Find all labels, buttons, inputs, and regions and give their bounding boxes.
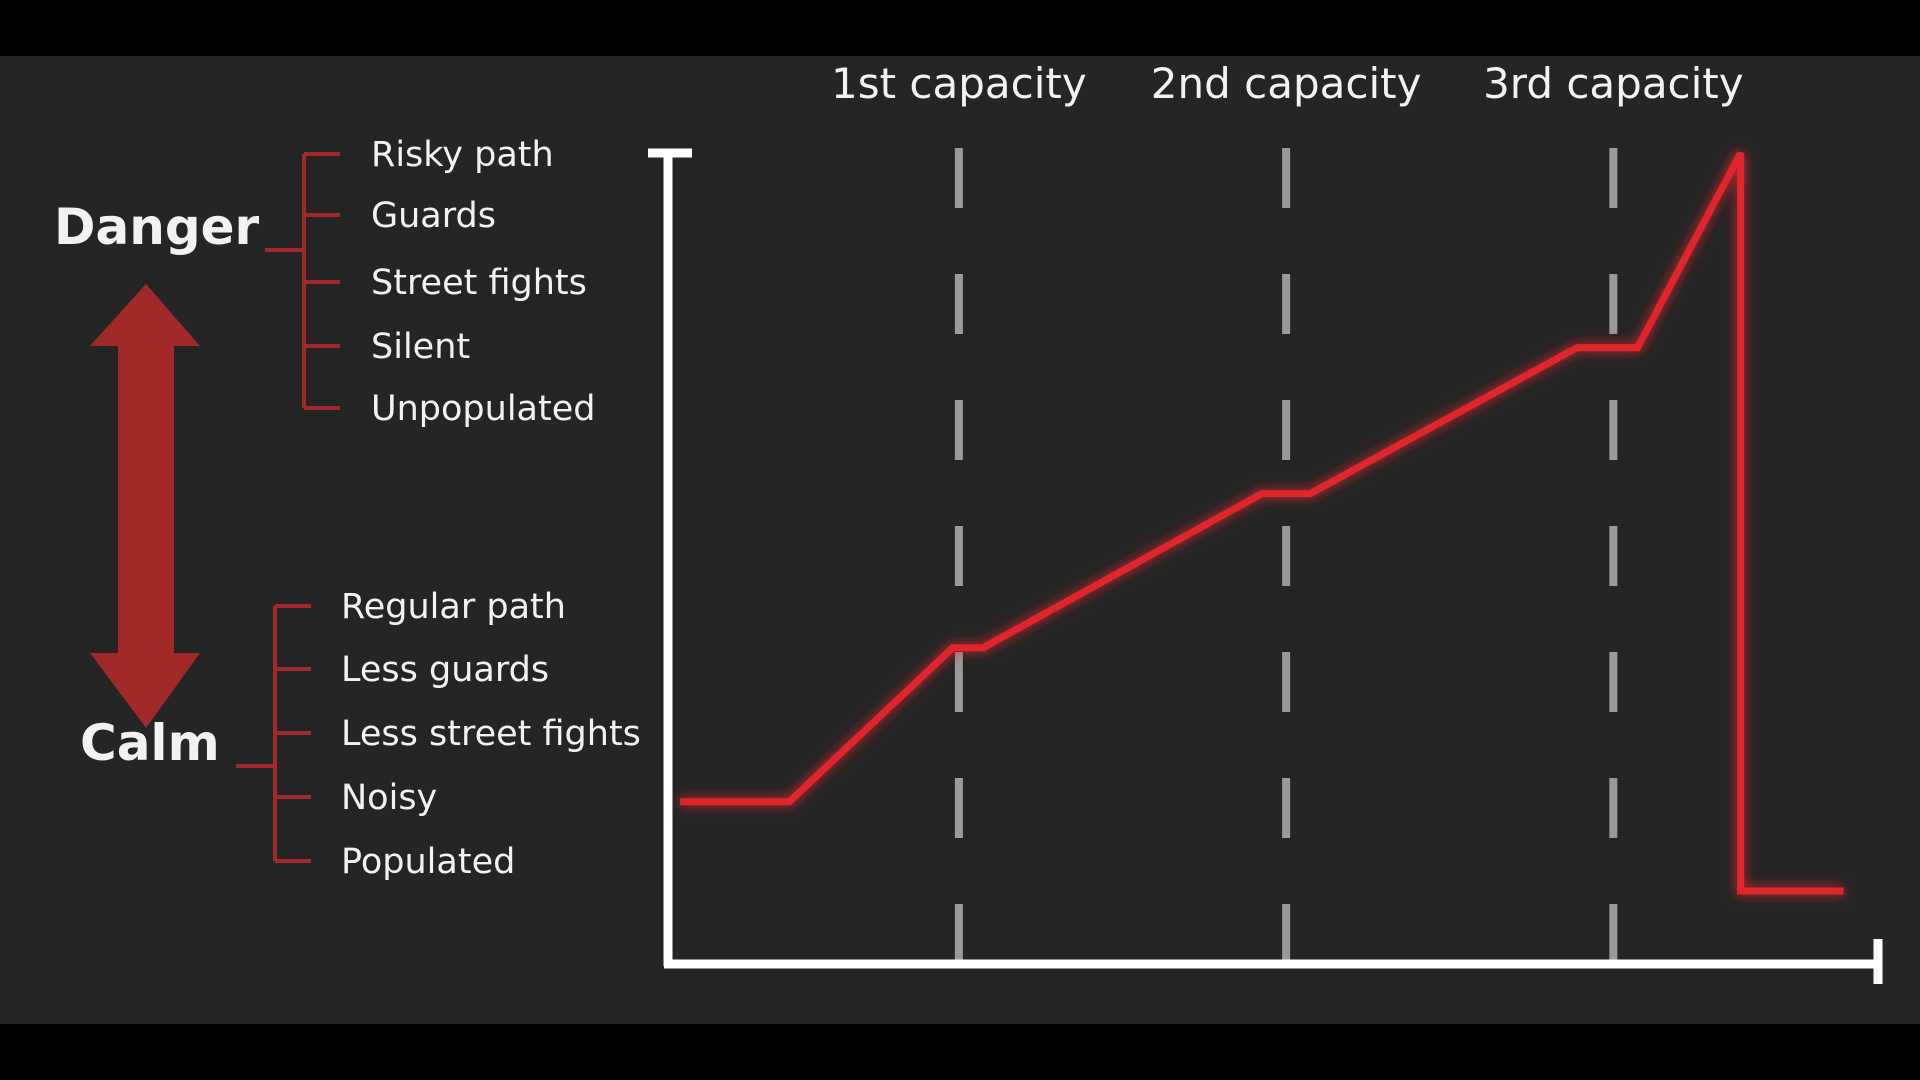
danger-item: Risky path (371, 135, 554, 175)
double-arrow-icon (90, 284, 200, 728)
calm-item: Regular path (341, 587, 566, 627)
capacity-label: 3rd capacity (1483, 59, 1744, 108)
calm-item: Populated (341, 842, 515, 882)
danger-item: Silent (371, 327, 470, 367)
danger-level-line (680, 151, 1844, 895)
axes (648, 148, 1883, 984)
slide: Danger Calm Risky path Guards Street fight… (0, 56, 1920, 1024)
calm-item: Less street fights (341, 714, 641, 754)
calm-item: Noisy (341, 778, 437, 818)
danger-item: Unpopulated (371, 389, 595, 429)
capacity-markers: 1st capacity 2nd capacity 3rd capacity (831, 59, 1744, 962)
danger-label: Danger (54, 198, 260, 256)
slide-canvas: Danger Calm Risky path Guards Street fight… (54, 59, 1883, 984)
calm-item: Less guards (341, 650, 549, 690)
chart: 1st capacity 2nd capacity 3rd capacity (648, 59, 1883, 984)
danger-bracket (265, 152, 340, 410)
calm-bracket (236, 604, 311, 863)
danger-item: Street fights (371, 263, 587, 303)
series-layer (680, 151, 1844, 895)
capacity-label: 2nd capacity (1151, 59, 1422, 108)
capacity-label: 1st capacity (831, 59, 1087, 108)
danger-list: Risky path Guards Street fights Silent Unpop… (371, 135, 595, 429)
calm-label: Calm (80, 714, 220, 772)
calm-list: Regular path Less guards Less street fight… (341, 587, 641, 882)
danger-item: Guards (371, 196, 496, 236)
